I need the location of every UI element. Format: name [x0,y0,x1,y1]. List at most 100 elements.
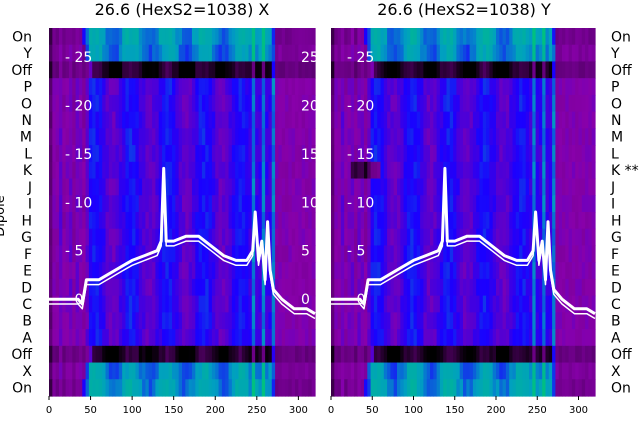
heatmap-cell [221,78,226,96]
heatmap-cell [205,28,210,46]
heatmap-cell [482,329,487,347]
heatmap-cell [105,44,110,63]
heatmap-cell [235,278,240,297]
heatmap-cell [509,28,514,46]
heatmap-cell [288,94,293,113]
heatmap-cell [261,295,266,313]
heatmap-cell [505,61,510,79]
heatmap-cell [82,228,87,247]
heatmap-cell [542,178,547,196]
heatmap-cell [373,178,378,196]
heatmap-cell [416,212,421,230]
heatmap-cell [499,379,504,397]
heatmap-cell [568,345,573,364]
heatmap-cell [148,262,153,280]
heatmap-cell [515,362,520,380]
heatmap-cell [377,362,382,380]
heatmap-cell [165,379,170,397]
heatmap-cell [52,145,57,163]
heatmap-cell [476,178,481,196]
heatmap-cell [158,78,163,96]
heatmap-cell [522,28,527,46]
heatmap-cell [215,295,220,313]
heatmap-cell [55,28,60,46]
heatmap-cell [482,295,487,313]
heatmap-cell [221,161,226,180]
heatmap-cell [248,379,253,397]
heatmap-cell [406,145,411,163]
heatmap-cell [548,312,553,330]
heatmap-cell [178,278,183,297]
heatmap-cell [311,245,316,263]
heatmap-cell [463,278,467,297]
heatmap-cell [95,329,100,347]
heatmap-cell [581,295,586,313]
heatmap-cell [155,362,160,380]
heatmap-cell [138,128,143,146]
heatmap-cell [75,212,80,230]
heatmap-cell [265,379,270,397]
heatmap-cell [178,128,183,146]
heatmap-cell [78,111,83,129]
heatmap-cell [525,262,530,280]
heatmap-cell [443,362,448,380]
heatmap-cell [472,295,477,313]
heatmap-cell [251,329,256,347]
heatmap-cell [271,345,276,364]
heatmap-cell [529,228,533,247]
heatmap-cell [52,178,57,196]
heatmap-cell [231,362,236,380]
heatmap-cell [231,78,236,96]
heatmap-cell [535,145,540,163]
heatmap-cell [575,329,580,347]
heatmap-cell [337,44,342,63]
heatmap-cell [58,245,63,263]
heatmap-cell [248,345,253,364]
heatmap-cell [221,195,226,213]
heatmap-cell [265,178,270,196]
heatmap-cell [532,379,537,397]
heatmap-cell [112,312,117,330]
overlay-trace-secondary [331,172,596,320]
heatmap-cell [469,61,474,79]
heatmap-cell [529,212,533,230]
heatmap-cell [191,245,196,263]
heatmap-cell [446,278,451,297]
heatmap-cell [496,61,500,79]
heatmap-cell [383,295,388,313]
heatmap-cell [354,28,358,46]
heatmap-cell [175,128,180,146]
heatmap-cell [492,379,497,397]
heatmap-cell [221,345,226,364]
heatmap-cell [588,262,593,280]
heatmap-cell [62,61,67,79]
heatmap-cell [502,78,507,96]
heatmap-cell [218,28,223,46]
heatmap-cell [364,44,368,63]
heatmap-cell [221,278,226,297]
heatmap-cell [255,195,260,213]
heatmap-cell [436,278,441,297]
heatmap-cell [191,295,196,313]
heatmap-cell [443,262,448,280]
heatmap-cell [515,312,520,330]
heatmap-cell [446,195,451,213]
heatmap-cell [436,161,441,180]
heatmap-cell [168,178,173,196]
heatmap-cell [168,94,173,113]
heatmap-cell [515,78,520,96]
heatmap-cell [476,128,481,146]
heatmap-cell [430,94,434,113]
heatmap-cell [228,295,233,313]
heatmap-cell [575,128,580,146]
heatmap-cell [562,111,566,129]
heatmap-cell [182,312,186,330]
heatmap-cell [285,212,289,230]
heatmap-cell [591,262,596,280]
heatmap-cell [138,178,143,196]
heatmap-cell [58,178,63,196]
heatmap-cell [145,111,150,129]
heatmap-cell [443,345,448,364]
heatmap-cell [182,61,186,79]
heatmap-cell [410,262,415,280]
